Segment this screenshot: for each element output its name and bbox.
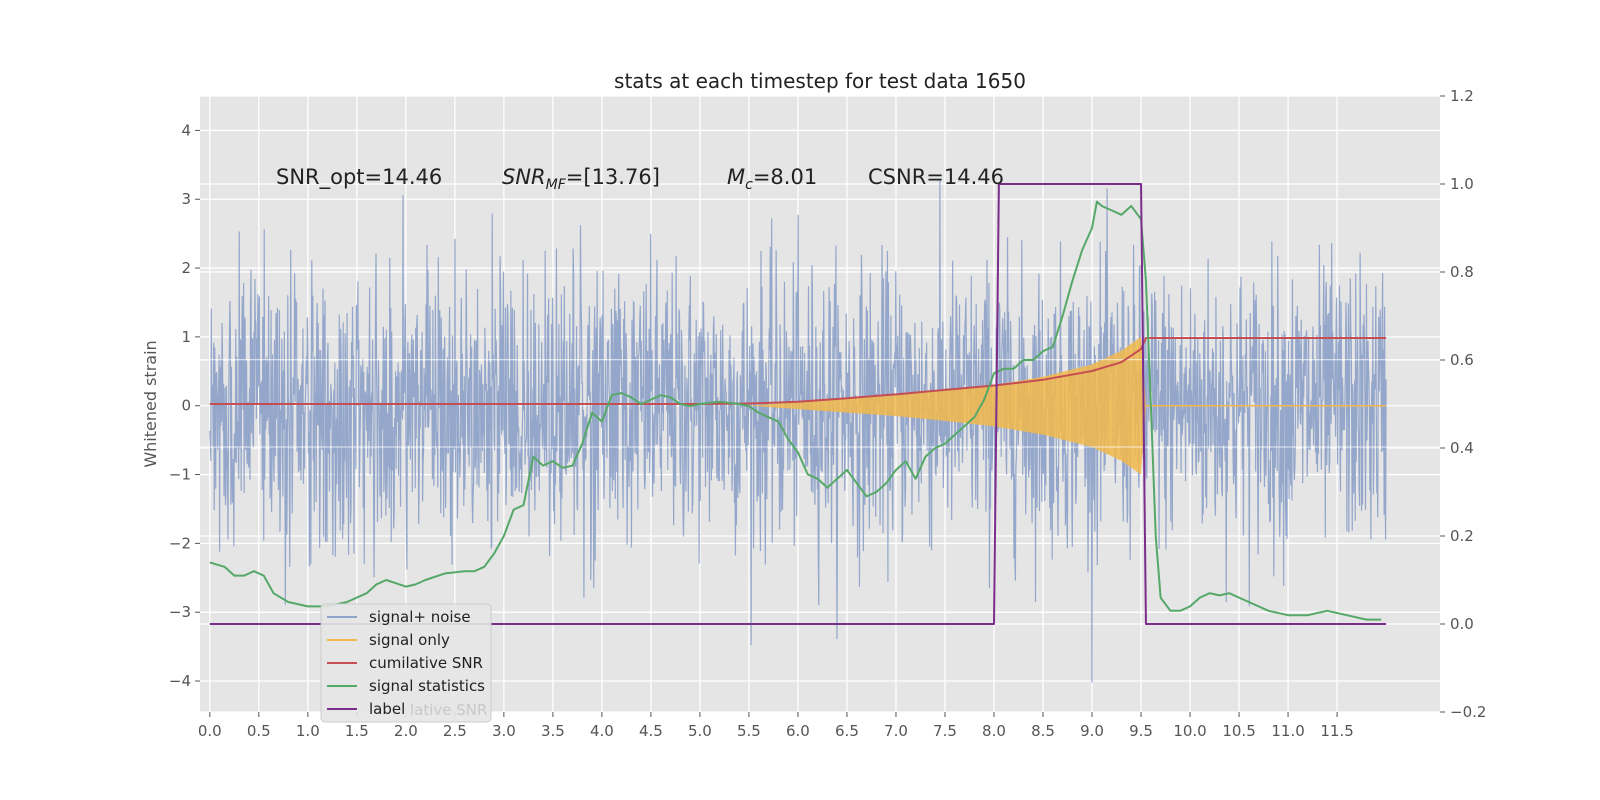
- series-line-label: [209, 183, 1387, 625]
- x-tick-label: 2.5: [443, 722, 467, 740]
- legend-label: signal statistics: [369, 677, 485, 695]
- x-tick-label: 4.5: [639, 722, 663, 740]
- annotation-snr-opt: SNR_opt=14.46: [276, 165, 442, 190]
- y2-tick-label: 0.8: [1450, 263, 1474, 281]
- y2-tick-label: 0.6: [1450, 351, 1474, 369]
- y2-tick-label: 0.0: [1450, 615, 1474, 633]
- legend-label: label: [369, 700, 405, 718]
- x-tick-label: 1.0: [296, 722, 320, 740]
- x-tick-label: 6.0: [786, 722, 810, 740]
- annotation-snr-mf: SNRMF=[13.76]: [502, 165, 660, 193]
- y2-tick-label: 1.2: [1450, 87, 1474, 105]
- x-axis: 0.0 0.5 1.0 1.5 2.0 2.5 3.0 3.5 4.0 4.5 5.0 5.5 6.0 6…: [198, 712, 1354, 740]
- series-line-signal-statistics: [209, 200, 1382, 621]
- y-axis-left: 4 3 2 1 0 −1 −2 −3 −4: [169, 121, 200, 690]
- y-tick-label: −3: [169, 603, 191, 621]
- y2-tick-label: −0.2: [1450, 703, 1486, 721]
- x-tick-label: 9.0: [1080, 722, 1104, 740]
- x-tick-label: 10.5: [1222, 722, 1255, 740]
- y-tick-label: 0: [181, 397, 191, 415]
- series-signal-only: [200, 336, 1440, 475]
- legend-label: signal+ noise: [369, 608, 471, 626]
- x-tick-label: 6.5: [835, 722, 859, 740]
- signal-noise-line: [209, 180, 1387, 683]
- y2-tick-label: 0.2: [1450, 527, 1474, 545]
- y-tick-label: −2: [169, 534, 191, 552]
- legend: lative SNR signal+ noise signal only cumila…: [320, 603, 492, 723]
- x-tick-label: 8.5: [1031, 722, 1055, 740]
- x-tick-label: 0.0: [198, 722, 222, 740]
- legend-box: [320, 603, 492, 723]
- y-tick-label: 1: [181, 328, 191, 346]
- y-tick-label: −1: [169, 466, 191, 484]
- x-tick-label: 7.0: [884, 722, 908, 740]
- chart-title: stats at each timestep for test data 165…: [614, 69, 1026, 93]
- x-tick-label: 8.0: [982, 722, 1006, 740]
- y-axis-right: 1.2 1.0 0.8 0.6 0.4 0.2 0.0 −0.2: [1440, 87, 1486, 721]
- annotation-mc: Mc=8.01: [727, 165, 817, 193]
- series-line-cumilative-snr: [209, 337, 1387, 405]
- y-tick-label: 2: [181, 259, 191, 277]
- x-tick-label: 4.0: [590, 722, 614, 740]
- x-tick-label: 11.0: [1271, 722, 1304, 740]
- x-tick-label: 9.5: [1129, 722, 1153, 740]
- x-tick-label: 0.5: [247, 722, 271, 740]
- x-tick-label: 10.0: [1173, 722, 1206, 740]
- series-lines: [209, 183, 1387, 625]
- x-tick-label: 3.0: [492, 722, 516, 740]
- x-tick-label: 5.5: [737, 722, 761, 740]
- x-tick-label: 2.0: [394, 722, 418, 740]
- y-axis-label: Whitened strain: [141, 340, 160, 467]
- legend-ghost-text: lative SNR: [410, 701, 487, 719]
- x-tick-label: 1.5: [345, 722, 369, 740]
- legend-label: cumilative SNR: [369, 654, 483, 672]
- y2-tick-label: 1.0: [1450, 175, 1474, 193]
- legend-label: signal only: [369, 631, 450, 649]
- x-tick-label: 7.5: [933, 722, 957, 740]
- y-tick-label: −4: [169, 672, 191, 690]
- y-tick-label: 4: [181, 121, 191, 139]
- y-tick-label: 3: [181, 190, 191, 208]
- x-tick-label: 11.5: [1320, 722, 1353, 740]
- x-tick-label: 5.0: [688, 722, 712, 740]
- series-signal-noise: [209, 180, 1387, 683]
- annotation-csnr: CSNR=14.46: [868, 165, 1004, 189]
- signal-only-fill: [748, 336, 1146, 475]
- x-tick-label: 3.5: [541, 722, 565, 740]
- y2-tick-label: 0.4: [1450, 439, 1474, 457]
